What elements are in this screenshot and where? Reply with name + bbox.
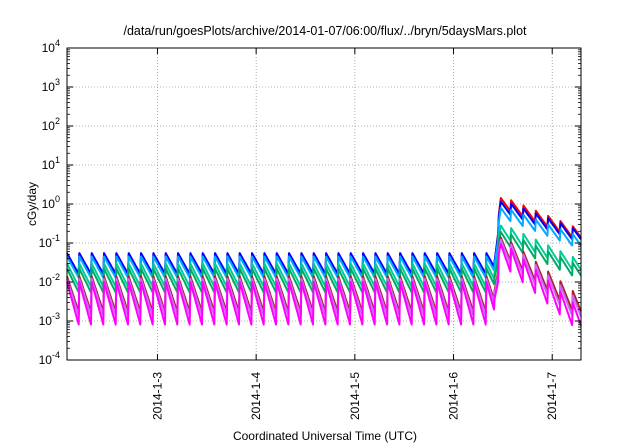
y-tick-label: 10-2: [39, 272, 60, 289]
x-tick-label: 2014-1-5: [348, 372, 362, 420]
y-tick-label: 103: [42, 77, 60, 94]
x-axis-label: Coordinated Universal Time (UTC): [233, 429, 417, 443]
y-tick-label: 101: [42, 155, 60, 172]
y-axis-label: cGy/day: [25, 182, 39, 226]
x-tick-label: 2014-1-6: [447, 372, 461, 420]
series-line: [66, 243, 582, 327]
grid: [67, 48, 581, 360]
y-tick-label: 102: [42, 116, 60, 133]
x-tick-label: 2014-1-3: [150, 372, 164, 420]
x-axis: 2014-1-3 2014-1-4 2014-1-5 2014-1-6 2014-1-7: [150, 48, 559, 420]
x-tick-label: 2014-1-7: [545, 372, 559, 420]
y-axis: 10-4 10-3 10-2 10-1 100 101 102 103 104: [39, 38, 581, 367]
y-tick-label: 100: [42, 194, 60, 211]
y-tick-label: 10-1: [39, 233, 60, 250]
series-line: [66, 224, 582, 288]
y-tick-label: 10-3: [39, 311, 60, 328]
y-tick-label: 104: [42, 38, 60, 55]
series-group: [66, 197, 582, 327]
y-tick-label: 10-4: [39, 350, 60, 367]
x-tick-label: 2014-1-4: [249, 372, 263, 420]
chart-title: /data/run/goesPlots/archive/2014-01-07/0…: [123, 24, 527, 38]
